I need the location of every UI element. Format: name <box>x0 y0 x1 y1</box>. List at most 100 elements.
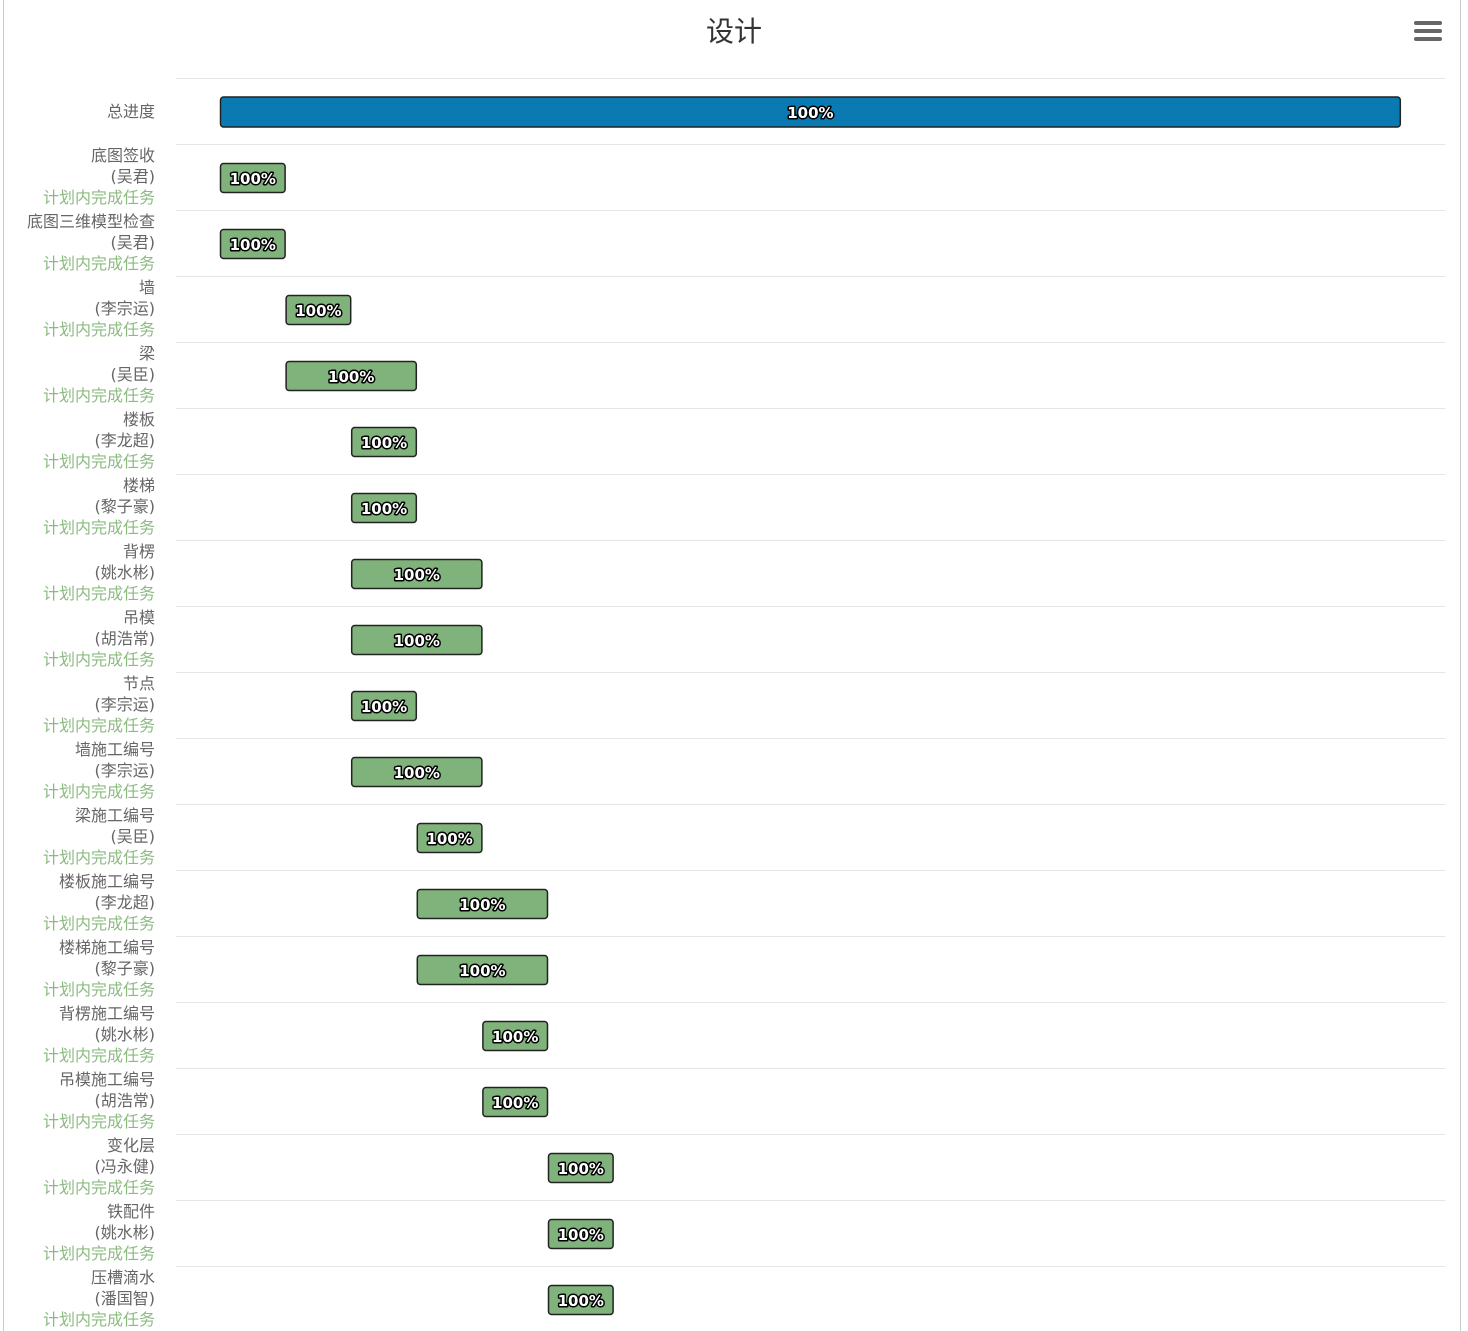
task-status: 计划内完成任务 <box>42 188 155 207</box>
task-name: 铁配件 <box>106 1202 155 1221</box>
task-bar-label: 100% <box>361 698 407 716</box>
task-bar-label: 100% <box>394 764 440 782</box>
task-owner: (吴臣) <box>110 827 156 846</box>
task-status: 计划内完成任务 <box>42 320 155 339</box>
task-bar <box>482 1086 549 1118</box>
hamburger-menu-icon[interactable] <box>1412 18 1444 46</box>
task-status: 计划内完成任务 <box>42 1310 155 1329</box>
task-owner: (黎子豪) <box>94 959 156 978</box>
task-label: 楼板施工编号 (李龙超) 计划内完成任务 <box>0 871 155 934</box>
task-label: 铁配件 (姚水彬) 计划内完成任务 <box>0 1201 155 1264</box>
summary-bar-label: 100% <box>787 104 833 122</box>
task-status: 计划内完成任务 <box>42 518 155 537</box>
task-bar <box>285 360 418 392</box>
task-label: 节点 (李宗运) 计划内完成任务 <box>0 673 155 736</box>
task-name: 压槽滴水 <box>90 1268 155 1287</box>
chart-title: 设计 <box>705 15 762 48</box>
task-label: 底图三维模型检查 (吴君) 计划内完成任务 <box>0 211 155 274</box>
task-name: 底图签收 <box>90 146 155 165</box>
task-bar-label: 100% <box>230 236 276 254</box>
task-name: 节点 <box>122 674 155 693</box>
task-name: 背楞 <box>122 542 155 561</box>
task-label: 楼板 (李龙超) 计划内完成任务 <box>0 409 155 472</box>
task-status: 计划内完成任务 <box>42 980 155 999</box>
task-label: 吊模 (胡浩常) 计划内完成任务 <box>0 607 155 670</box>
task-bar-label: 100% <box>459 896 505 914</box>
summary-bar <box>219 96 1402 128</box>
task-name: 楼板施工编号 <box>58 872 155 891</box>
task-name: 墙 <box>138 278 155 297</box>
task-status: 计划内完成任务 <box>42 782 155 801</box>
task-owner: (李宗运) <box>94 761 156 780</box>
task-name: 背楞施工编号 <box>58 1004 155 1023</box>
task-owner: (胡浩常) <box>94 1091 156 1110</box>
task-owner: (冯永健) <box>94 1157 156 1176</box>
task-bar-label: 100% <box>558 1160 604 1178</box>
menu-line <box>1414 37 1442 41</box>
task-label: 背楞施工编号 (姚水彬) 计划内完成任务 <box>0 1003 155 1066</box>
task-bar <box>416 822 483 854</box>
task-status: 计划内完成任务 <box>42 1046 155 1065</box>
task-bar-label: 100% <box>426 830 472 848</box>
task-owner: (黎子豪) <box>94 497 156 516</box>
task-status: 计划内完成任务 <box>42 1244 155 1263</box>
summary-label: 总进度 <box>0 101 155 122</box>
task-owner: (吴臣) <box>110 365 156 384</box>
task-name: 吊模施工编号 <box>58 1070 155 1089</box>
task-bar <box>350 756 483 788</box>
summary-name: 总进度 <box>106 102 155 121</box>
task-bar-label: 100% <box>394 566 440 584</box>
task-status: 计划内完成任务 <box>42 1112 155 1131</box>
task-bar-label: 100% <box>558 1226 604 1244</box>
task-bar <box>285 294 352 326</box>
task-bar-label: 100% <box>361 500 407 518</box>
task-label: 墙 (李宗运) 计划内完成任务 <box>0 277 155 340</box>
task-status: 计划内完成任务 <box>42 1178 155 1197</box>
task-name: 楼梯施工编号 <box>58 938 155 957</box>
task-owner: (李宗运) <box>94 299 156 318</box>
task-owner: (吴君) <box>110 167 156 186</box>
task-bar <box>350 624 483 656</box>
task-status: 计划内完成任务 <box>42 914 155 933</box>
task-label: 梁施工编号 (吴臣) 计划内完成任务 <box>0 805 155 868</box>
task-name: 楼梯 <box>122 476 155 495</box>
task-bar <box>350 426 418 458</box>
task-bar-label: 100% <box>394 632 440 650</box>
task-owner: (姚水彬) <box>94 1223 156 1242</box>
task-bar <box>547 1152 614 1184</box>
task-status: 计划内完成任务 <box>42 254 155 273</box>
task-label: 变化层 (冯永健) 计划内完成任务 <box>0 1135 155 1198</box>
task-bar <box>350 690 418 722</box>
task-status: 计划内完成任务 <box>42 584 155 603</box>
task-bar-label: 100% <box>492 1028 538 1046</box>
task-name: 墙施工编号 <box>74 740 155 759</box>
task-owner: (李龙超) <box>94 893 156 912</box>
task-bar <box>350 558 483 590</box>
task-bar <box>219 228 286 260</box>
task-label: 楼梯 (黎子豪) 计划内完成任务 <box>0 475 155 538</box>
task-owner: (李宗运) <box>94 695 156 714</box>
task-owner: (姚水彬) <box>94 1025 156 1044</box>
task-owner: (胡浩常) <box>94 629 156 648</box>
task-bar-label: 100% <box>230 170 276 188</box>
task-bar-label: 100% <box>459 962 505 980</box>
task-label: 底图签收 (吴君) 计划内完成任务 <box>0 145 155 208</box>
task-bar-label: 100% <box>328 368 374 386</box>
task-owner: (潘国智) <box>94 1289 156 1308</box>
task-name: 变化层 <box>106 1136 155 1155</box>
task-name: 梁 <box>138 344 155 363</box>
task-owner: (姚水彬) <box>94 563 156 582</box>
menu-line <box>1414 29 1442 33</box>
task-name: 梁施工编号 <box>74 806 155 825</box>
task-status: 计划内完成任务 <box>42 452 155 471</box>
task-bar-label: 100% <box>361 434 407 452</box>
task-bar-label: 100% <box>558 1292 604 1310</box>
task-bar-label: 100% <box>295 302 341 320</box>
task-label: 吊模施工编号 (胡浩常) 计划内完成任务 <box>0 1069 155 1132</box>
task-bar-label: 100% <box>492 1094 538 1112</box>
task-name: 底图三维模型检查 <box>26 212 155 231</box>
task-status: 计划内完成任务 <box>42 386 155 405</box>
task-owner: (李龙超) <box>94 431 156 450</box>
task-bar <box>416 954 549 986</box>
task-label: 墙施工编号 (李宗运) 计划内完成任务 <box>0 739 155 802</box>
